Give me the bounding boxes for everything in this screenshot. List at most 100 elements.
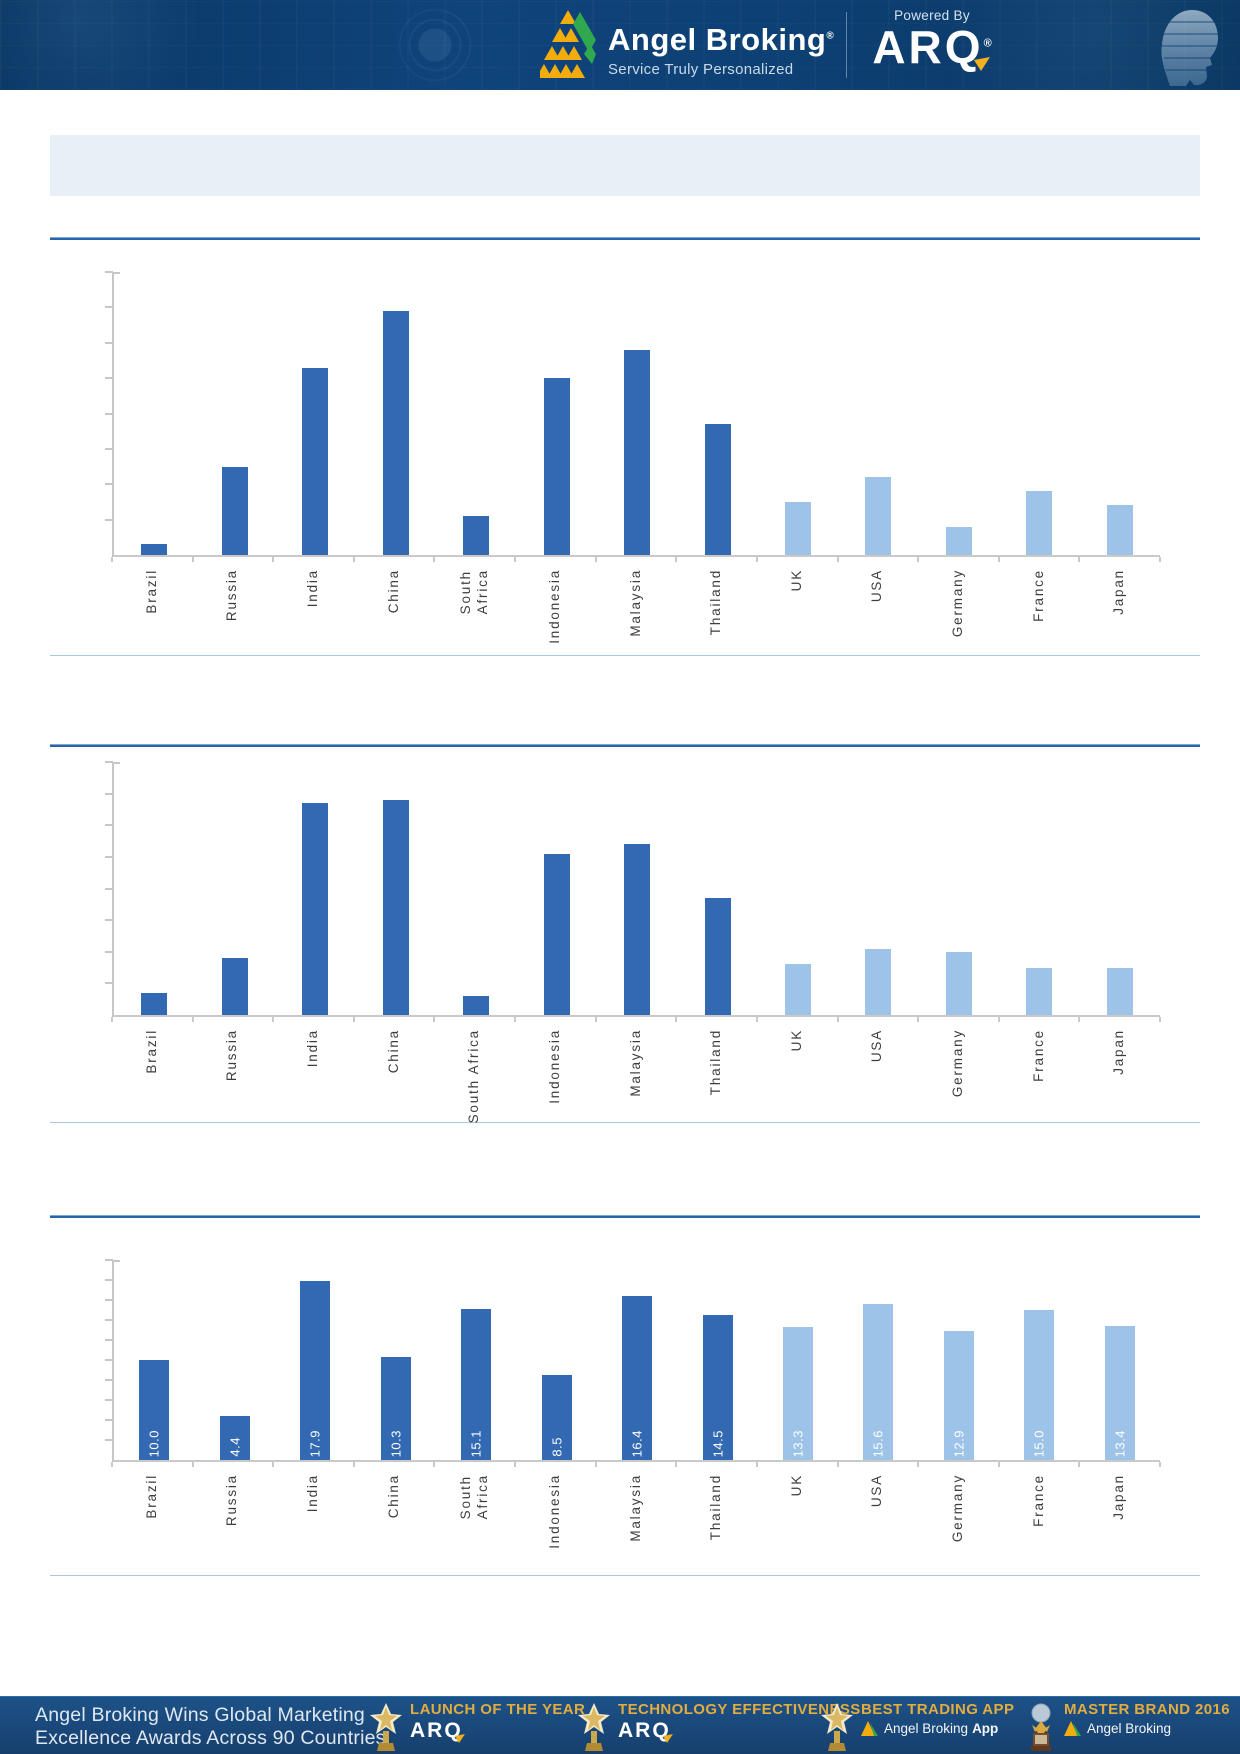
category-label-cell: South Africa bbox=[434, 569, 515, 664]
category-label-russia: Russia bbox=[224, 569, 240, 622]
category-column bbox=[1080, 272, 1160, 555]
x-axis-tick bbox=[917, 557, 920, 562]
x-axis-tick bbox=[1159, 1017, 1161, 1022]
star-trophy-icon bbox=[370, 1703, 402, 1751]
y-axis-top-tick bbox=[112, 762, 120, 764]
y-axis-top-tick bbox=[112, 1260, 120, 1262]
bar-russia bbox=[221, 958, 248, 1015]
x-axis-tick bbox=[111, 557, 113, 562]
category-label-russia: Russia bbox=[224, 1474, 240, 1527]
bar-indonesia: 8.5 bbox=[541, 1375, 572, 1460]
category-column: 13.4 bbox=[1080, 1260, 1160, 1460]
category-label-cell: Germany bbox=[918, 1474, 999, 1582]
award-title: LAUNCH OF THE YEAR bbox=[410, 1701, 586, 1718]
category-column: 15.6 bbox=[838, 1260, 918, 1460]
award-master-brand-2016: MASTER BRAND 2016 Angel Broking bbox=[1026, 1701, 1230, 1751]
category-label-brazil: Brazil bbox=[143, 1474, 159, 1519]
section1-top-rule bbox=[50, 237, 1200, 240]
section2-bottom-rule bbox=[50, 1122, 1200, 1123]
category-label-cell: Germany bbox=[918, 1029, 999, 1134]
bar-india bbox=[302, 803, 329, 1015]
category-label-malaysia: Malaysia bbox=[627, 569, 643, 637]
x-axis-tick bbox=[755, 1017, 758, 1022]
category-column bbox=[275, 762, 355, 1015]
x-axis-tick bbox=[514, 557, 517, 562]
category-label-cell: Malaysia bbox=[596, 569, 677, 664]
star-trophy-icon bbox=[821, 1703, 853, 1751]
y-axis-tick bbox=[105, 950, 113, 953]
bar-uk bbox=[784, 501, 811, 555]
bar-japan bbox=[1106, 505, 1133, 555]
arq-lightning-icon bbox=[662, 1734, 673, 1743]
brand-group: Angel Broking® Service Truly Personalize… bbox=[540, 8, 834, 78]
x-axis-ticks bbox=[111, 557, 1161, 563]
x-axis-tick bbox=[514, 1017, 517, 1022]
x-axis-tick bbox=[352, 1462, 355, 1467]
category-label-cell: Germany bbox=[918, 569, 999, 664]
bar-india: 17.9 bbox=[300, 1281, 331, 1460]
category-label-indonesia: Indonesia bbox=[546, 1474, 562, 1549]
bar-south-africa: 15.1 bbox=[461, 1309, 492, 1460]
category-column bbox=[1080, 762, 1160, 1015]
arq-lightning-icon bbox=[974, 57, 990, 72]
x-axis-tick bbox=[917, 1017, 920, 1022]
category-label-china: China bbox=[385, 569, 401, 614]
category-column bbox=[677, 762, 757, 1015]
star-trophy-icon bbox=[578, 1703, 610, 1751]
category-label-cell: USA bbox=[837, 1029, 918, 1134]
category-label-cell: India bbox=[273, 1029, 354, 1134]
category-column bbox=[838, 762, 918, 1015]
x-axis-tick bbox=[433, 557, 436, 562]
x-axis-tick bbox=[111, 1462, 113, 1467]
y-axis-tick bbox=[105, 1419, 113, 1421]
category-column bbox=[194, 272, 274, 555]
bar-columns bbox=[114, 762, 1160, 1015]
y-axis-tick bbox=[105, 341, 113, 344]
bar-south-africa bbox=[463, 996, 490, 1015]
category-label-cell: USA bbox=[837, 569, 918, 664]
y-axis-tick bbox=[105, 824, 113, 827]
brand-registered-mark: ® bbox=[826, 30, 835, 42]
x-axis-tick bbox=[111, 1017, 113, 1022]
category-column bbox=[355, 762, 435, 1015]
y-axis-tick bbox=[105, 447, 113, 450]
category-column bbox=[275, 272, 355, 555]
x-axis-tick bbox=[997, 1462, 1000, 1467]
category-label-india: India bbox=[305, 1029, 321, 1068]
y-axis-tick bbox=[105, 1379, 113, 1381]
category-labels-row: Brazil Russia India China South Africa Indones… bbox=[112, 569, 1160, 664]
x-axis-tick bbox=[433, 1462, 436, 1467]
section2-top-rule bbox=[50, 744, 1200, 747]
category-column: 14.5 bbox=[677, 1260, 757, 1460]
award-subtitle: Angel Broking bbox=[1064, 1721, 1230, 1736]
category-label-japan: Japan bbox=[1111, 1029, 1127, 1075]
category-label-south-africa: South Africa bbox=[466, 1029, 482, 1124]
arq-wordmark: ARQ® bbox=[862, 23, 1002, 72]
category-column: 17.9 bbox=[275, 1260, 355, 1460]
x-axis-ticks bbox=[111, 1017, 1161, 1023]
category-label-cell: South Africa bbox=[434, 1029, 515, 1134]
y-axis-tick bbox=[105, 792, 113, 795]
bar-value-label: 14.5 bbox=[710, 1429, 726, 1457]
bar-france bbox=[1026, 967, 1053, 1015]
category-label-brazil: Brazil bbox=[143, 569, 159, 614]
y-axis-tick bbox=[105, 306, 113, 309]
x-axis-tick bbox=[755, 1462, 758, 1467]
y-axis-tick bbox=[105, 1339, 113, 1341]
category-label-cell: Indonesia bbox=[515, 1029, 596, 1134]
bar-malaysia bbox=[624, 349, 651, 555]
bar-uk bbox=[784, 964, 811, 1015]
x-axis-tick bbox=[836, 1462, 839, 1467]
category-label-indonesia: Indonesia bbox=[546, 1029, 562, 1104]
award-title: MASTER BRAND 2016 bbox=[1064, 1701, 1230, 1718]
category-label-cell: China bbox=[354, 1474, 435, 1582]
category-column bbox=[516, 272, 596, 555]
category-label-cell: Japan bbox=[1079, 1029, 1160, 1134]
category-label-cell: South Africa bbox=[434, 1474, 515, 1582]
x-axis-tick bbox=[594, 1462, 597, 1467]
bar-value-label: 16.4 bbox=[629, 1429, 645, 1457]
bar-china bbox=[382, 310, 409, 555]
category-column bbox=[597, 762, 677, 1015]
category-label-cell: Indonesia bbox=[515, 1474, 596, 1582]
